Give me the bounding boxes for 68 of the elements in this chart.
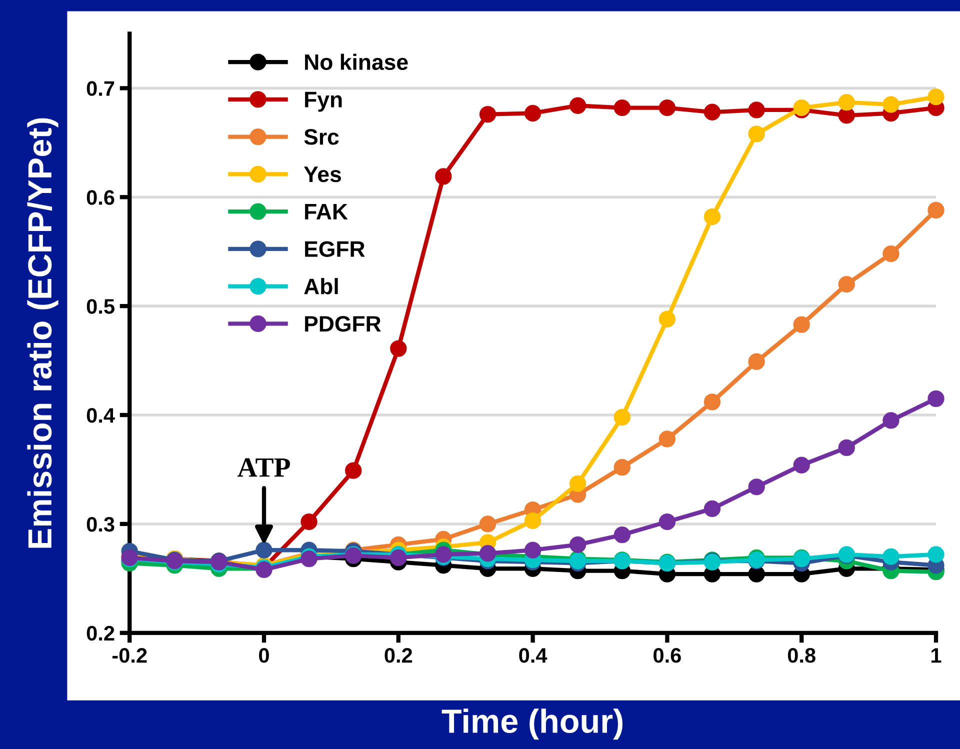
point (524, 542, 542, 558)
point (569, 536, 586, 553)
x-tick-label: 0.4 (519, 648, 548, 663)
point (614, 526, 631, 544)
y-tick-label: 0.6 (86, 190, 114, 205)
point (793, 99, 810, 116)
point (614, 99, 631, 116)
x-tick-label: 0.6 (654, 648, 681, 663)
point (882, 245, 900, 262)
point (704, 500, 721, 518)
x-axis-title: Time (hour) (442, 708, 623, 740)
x-tick-label: 0 (259, 648, 269, 663)
y-tick-label: 0.2 (86, 626, 114, 641)
point (435, 168, 452, 185)
point (748, 102, 765, 118)
point (928, 202, 944, 219)
point (524, 512, 542, 530)
legend-label: No kinase (305, 54, 408, 70)
legend-label: Src (304, 129, 339, 145)
point (838, 276, 855, 293)
point (345, 462, 362, 479)
point (704, 208, 721, 226)
point (928, 390, 944, 408)
point (658, 99, 676, 116)
point (704, 104, 721, 120)
point (256, 542, 272, 558)
y-tick-label: 0.5 (86, 299, 114, 314)
point (928, 546, 944, 563)
x-tick-label: 0.2 (384, 648, 412, 663)
legend-label: PDGFR (305, 316, 381, 332)
y-tick-label: 0.3 (86, 516, 114, 532)
point (658, 430, 676, 448)
point (569, 475, 586, 492)
y-tick-label: 0.7 (86, 81, 114, 96)
legend-label: FAK (305, 204, 348, 220)
point (658, 513, 676, 530)
point (614, 458, 631, 476)
legend-label: EGFR (305, 241, 365, 257)
point (704, 394, 721, 410)
x-tick-label: 1 (932, 648, 942, 663)
point (928, 88, 944, 106)
point (882, 548, 900, 565)
legend-label: Fyn (305, 92, 342, 112)
point (569, 97, 586, 114)
point (300, 513, 318, 530)
y-tick-label: 0.4 (86, 408, 115, 423)
point (390, 340, 407, 357)
point (748, 126, 765, 142)
point (524, 104, 542, 122)
x-tick-label: 0.8 (788, 648, 816, 663)
point (793, 316, 810, 333)
point (882, 96, 900, 113)
point (793, 456, 810, 474)
point (882, 412, 900, 429)
point (748, 353, 765, 370)
point (838, 439, 855, 456)
point (748, 478, 765, 496)
point (390, 549, 407, 566)
legend-label: Abl (304, 278, 338, 294)
legend-label: Yes (304, 166, 341, 182)
point (614, 408, 631, 426)
point (838, 94, 855, 111)
point (479, 516, 496, 532)
point (658, 310, 676, 328)
x-tick-label: -0.2 (112, 648, 147, 663)
point (479, 106, 496, 123)
annotation: ATP (238, 458, 290, 477)
y-axis-title: Emission ratio (ECFP/YPet) (27, 118, 58, 548)
